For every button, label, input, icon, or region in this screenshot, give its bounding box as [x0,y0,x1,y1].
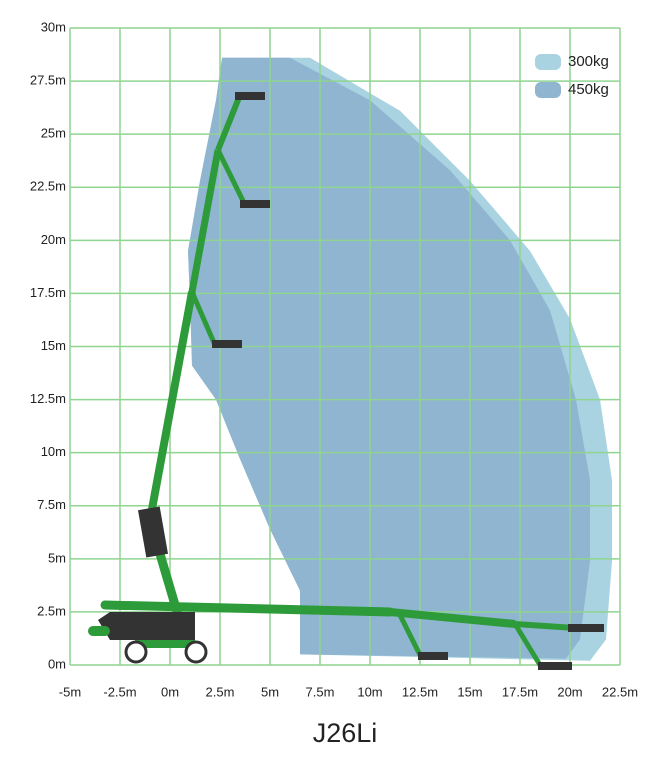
y-tick-label: 27.5m [30,73,66,88]
y-tick-label: 25m [41,126,66,141]
x-tick-label: -2.5m [103,684,136,699]
y-tick-label: 17.5m [30,285,66,300]
x-tick-label: 0m [161,684,179,699]
legend-label: 300kg [568,53,609,70]
legend-swatch [535,54,561,70]
y-tick-label: 7.5m [37,497,66,512]
x-tick-label: 15m [457,684,482,699]
legend-swatch [535,82,561,98]
x-tick-label: 12.5m [402,684,438,699]
y-tick-label: 22.5m [30,179,66,194]
envelope-area [188,57,590,659]
x-tick-label: 2.5m [206,684,235,699]
machine-illustration [88,92,604,670]
x-tick-label: 17.5m [502,684,538,699]
x-tick-label: 7.5m [306,684,335,699]
y-tick-label: 0m [48,656,66,671]
legend-label: 450kg [568,81,609,98]
x-tick-label: -5m [59,684,81,699]
y-tick-label: 20m [41,232,66,247]
x-tick-label: 5m [261,684,279,699]
y-tick-label: 10m [41,444,66,459]
x-tick-label: 20m [557,684,582,699]
y-tick-label: 12.5m [30,391,66,406]
y-tick-label: 30m [41,19,66,34]
y-tick-label: 5m [48,550,66,565]
x-tick-label: 10m [357,684,382,699]
y-tick-label: 15m [41,338,66,353]
chart-title: J26Li [313,718,378,748]
x-tick-label: 22.5m [602,684,638,699]
y-tick-label: 2.5m [37,603,66,618]
